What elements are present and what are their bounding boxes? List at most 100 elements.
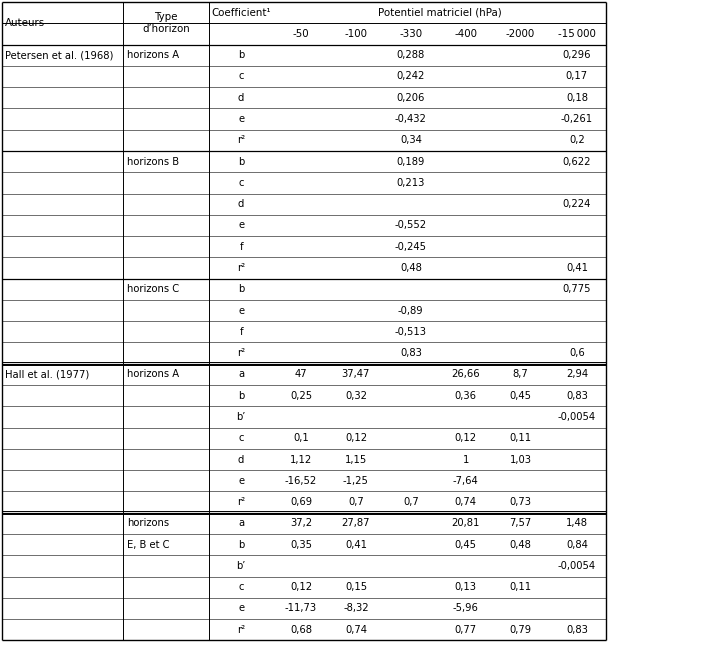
- Text: 0,288: 0,288: [396, 50, 425, 61]
- Text: r²: r²: [237, 624, 245, 635]
- Text: -330: -330: [399, 29, 422, 39]
- Text: e: e: [238, 475, 244, 486]
- Text: 27,87: 27,87: [342, 518, 370, 529]
- Text: 0,83: 0,83: [566, 624, 588, 635]
- Text: 0,17: 0,17: [566, 71, 588, 82]
- Text: 0,213: 0,213: [396, 178, 425, 188]
- Text: -100: -100: [344, 29, 367, 39]
- Text: f: f: [239, 327, 243, 337]
- Text: E, B et C: E, B et C: [127, 539, 170, 550]
- Text: 20,81: 20,81: [451, 518, 480, 529]
- Text: 0,13: 0,13: [455, 582, 477, 593]
- Text: -0,0054: -0,0054: [558, 561, 596, 571]
- Text: horizons A: horizons A: [127, 369, 179, 380]
- Text: 0,12: 0,12: [455, 433, 477, 444]
- Text: 0,7: 0,7: [403, 497, 419, 507]
- Text: 0,79: 0,79: [510, 624, 531, 635]
- Text: 47: 47: [295, 369, 308, 380]
- Text: 0,12: 0,12: [290, 582, 312, 593]
- Text: b’: b’: [237, 412, 245, 422]
- Text: 0,74: 0,74: [345, 624, 367, 635]
- Text: -0,0054: -0,0054: [558, 412, 596, 422]
- Text: d: d: [238, 199, 244, 209]
- Text: 0,45: 0,45: [510, 390, 531, 401]
- Text: 1: 1: [463, 454, 469, 465]
- Text: 0,45: 0,45: [455, 539, 477, 550]
- Text: 0,7: 0,7: [348, 497, 364, 507]
- Text: -0,245: -0,245: [395, 241, 427, 252]
- Text: -400: -400: [454, 29, 477, 39]
- Text: Coefficient¹: Coefficient¹: [212, 7, 271, 18]
- Text: 1,03: 1,03: [510, 454, 531, 465]
- Text: c: c: [238, 433, 244, 444]
- Text: Hall et al. (1977): Hall et al. (1977): [5, 369, 90, 380]
- Text: 26,66: 26,66: [451, 369, 480, 380]
- Text: horizons A: horizons A: [127, 50, 179, 61]
- Text: Petersen et al. (1968): Petersen et al. (1968): [5, 50, 113, 61]
- Text: f: f: [239, 241, 243, 252]
- Text: b’: b’: [237, 561, 245, 571]
- Text: r²: r²: [237, 497, 245, 507]
- Text: 0,83: 0,83: [566, 390, 588, 401]
- Text: -0,261: -0,261: [561, 114, 593, 124]
- Text: 0,74: 0,74: [455, 497, 477, 507]
- Text: -1,25: -1,25: [343, 475, 369, 486]
- Text: c: c: [238, 582, 244, 593]
- Text: 0,34: 0,34: [400, 135, 422, 146]
- Text: 0,242: 0,242: [396, 71, 425, 82]
- Text: e: e: [238, 305, 244, 316]
- Text: b: b: [238, 390, 244, 401]
- Text: 37,2: 37,2: [290, 518, 312, 529]
- Text: 37,47: 37,47: [342, 369, 370, 380]
- Text: 0,41: 0,41: [345, 539, 367, 550]
- Text: 0,2: 0,2: [569, 135, 585, 146]
- Text: 0,206: 0,206: [396, 92, 425, 103]
- Text: -0,513: -0,513: [395, 327, 427, 337]
- Text: 0,11: 0,11: [510, 433, 531, 444]
- Text: -7,64: -7,64: [453, 475, 479, 486]
- Text: b: b: [238, 156, 244, 167]
- Text: 0,6: 0,6: [569, 348, 585, 358]
- Text: d: d: [238, 92, 244, 103]
- Text: -11,73: -11,73: [285, 603, 317, 614]
- Text: 0,83: 0,83: [400, 348, 422, 358]
- Text: 0,41: 0,41: [566, 263, 588, 273]
- Text: -16,52: -16,52: [285, 475, 317, 486]
- Text: 0,775: 0,775: [562, 284, 591, 295]
- Text: b: b: [238, 284, 244, 295]
- Text: -0,89: -0,89: [398, 305, 424, 316]
- Text: Type
d’horizon: Type d’horizon: [142, 13, 190, 34]
- Text: 2,94: 2,94: [566, 369, 588, 380]
- Text: horizons B: horizons B: [127, 156, 179, 167]
- Text: -15 000: -15 000: [558, 29, 596, 39]
- Text: r²: r²: [237, 135, 245, 146]
- Text: 0,35: 0,35: [290, 539, 312, 550]
- Text: 0,224: 0,224: [562, 199, 591, 209]
- Text: 0,69: 0,69: [290, 497, 312, 507]
- Text: 0,15: 0,15: [345, 582, 367, 593]
- Text: Auteurs: Auteurs: [5, 18, 45, 29]
- Text: b: b: [238, 539, 244, 550]
- Text: e: e: [238, 114, 244, 124]
- Text: 0,84: 0,84: [566, 539, 588, 550]
- Text: 1,12: 1,12: [290, 454, 312, 465]
- Text: r²: r²: [237, 263, 245, 273]
- Text: -5,96: -5,96: [453, 603, 479, 614]
- Text: 0,18: 0,18: [566, 92, 588, 103]
- Text: b: b: [238, 50, 244, 61]
- Text: 1,15: 1,15: [345, 454, 367, 465]
- Text: 0,622: 0,622: [562, 156, 591, 167]
- Text: Potentiel matriciel (hPa): Potentiel matriciel (hPa): [378, 7, 502, 18]
- Text: 0,296: 0,296: [562, 50, 591, 61]
- Text: c: c: [238, 71, 244, 82]
- Text: -0,552: -0,552: [395, 220, 427, 231]
- Text: -50: -50: [292, 29, 310, 39]
- Text: a: a: [238, 518, 244, 529]
- Text: 0,48: 0,48: [400, 263, 422, 273]
- Text: 8,7: 8,7: [513, 369, 529, 380]
- Text: 0,73: 0,73: [510, 497, 531, 507]
- Text: horizons: horizons: [127, 518, 169, 529]
- Text: -0,432: -0,432: [395, 114, 427, 124]
- Text: d: d: [238, 454, 244, 465]
- Text: 1,48: 1,48: [566, 518, 588, 529]
